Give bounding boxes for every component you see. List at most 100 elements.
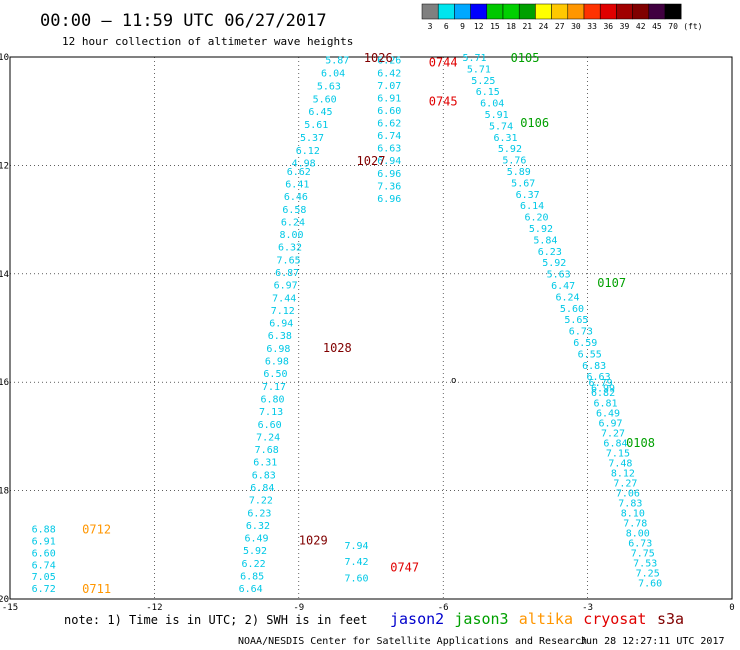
pass-time-label: 0711 xyxy=(82,582,111,596)
color-scale-swatch xyxy=(486,3,504,20)
wave-height-value: 6.60 xyxy=(32,548,56,559)
color-scale-label: 21 xyxy=(522,22,532,31)
color-scale-swatch xyxy=(616,3,633,20)
wave-height-value: 7.05 xyxy=(32,572,56,583)
wave-height-value: 6.45 xyxy=(308,107,332,118)
pass-time-label: 1026 xyxy=(364,51,393,65)
wave-height-value: 5.91 xyxy=(485,110,509,121)
center-marker: o xyxy=(451,376,456,386)
wave-height-value: 5.60 xyxy=(560,304,584,315)
plot-frame xyxy=(9,56,733,600)
wave-height-value: 7.60 xyxy=(638,579,662,590)
units-note: note: 1) Time is in UTC; 2) SWH is in fe… xyxy=(64,613,367,627)
wave-height-value: 6.23 xyxy=(538,247,562,258)
wave-height-value: 7.24 xyxy=(256,432,280,443)
wave-height-value: 6.60 xyxy=(377,106,401,117)
wave-height-value: 6.04 xyxy=(480,99,504,110)
wave-height-value: 6.49 xyxy=(244,534,268,545)
wave-height-value: 5.67 xyxy=(511,178,535,189)
color-scale-swatch xyxy=(502,3,520,20)
wave-height-value: 5.63 xyxy=(547,270,571,281)
wave-height-value: 5.76 xyxy=(502,156,526,167)
color-scale-label: 42 xyxy=(636,22,646,31)
wave-height-value: 5.84 xyxy=(533,235,557,246)
wave-height-value: 7.27 xyxy=(613,478,637,489)
wave-height-value: 6.91 xyxy=(32,536,56,547)
wave-height-value: 6.80 xyxy=(260,394,284,405)
wave-height-value: 6.47 xyxy=(551,281,575,292)
wave-height-value: 6.04 xyxy=(321,69,345,80)
wave-height-value: 7.42 xyxy=(345,557,369,568)
wave-height-value: 5.92 xyxy=(243,546,267,557)
color-scale-label: 30 xyxy=(571,22,581,31)
pass-time-label: 0107 xyxy=(597,276,626,290)
color-scale-label: 18 xyxy=(506,22,516,31)
wave-height-value: 6.83 xyxy=(252,470,276,481)
wave-height-value: 7.65 xyxy=(277,255,301,266)
wave-height-value: 6.98 xyxy=(265,357,289,368)
pass-time-labels: 1026 0744 0105 0745 0106 1027 0107 1028 0108 1029… xyxy=(82,51,655,596)
wave-height-value: 6.58 xyxy=(282,205,306,216)
color-scale-label: 39 xyxy=(620,22,630,31)
wave-height-value: 6.72 xyxy=(32,584,56,595)
wave-height-value: 6.85 xyxy=(240,572,264,583)
wave-height-value: 7.17 xyxy=(262,382,286,393)
wave-height-value: 5.92 xyxy=(542,258,566,269)
wave-height-value: 7.25 xyxy=(636,569,660,580)
wave-height-value: 6.55 xyxy=(578,349,602,360)
wave-height-value: 6.91 xyxy=(377,93,401,104)
y-tick-label: -16 xyxy=(0,378,9,388)
wave-height-value: 7.12 xyxy=(271,306,295,317)
color-scale-swatch xyxy=(567,3,585,20)
pass-time-label: 0105 xyxy=(511,51,540,65)
wave-height-value: 7.06 xyxy=(616,488,640,499)
wave-height-value: 6.84 xyxy=(250,483,274,494)
color-scale-swatch xyxy=(599,3,617,20)
wave-height-value: 5.61 xyxy=(304,120,328,131)
footer-credit: NOAA/NESDIS Center for Satellite Applica… xyxy=(238,636,587,647)
wave-height-value: 6.37 xyxy=(516,190,540,201)
color-scale-label: 12 xyxy=(474,22,484,31)
wave-height-value: 5.92 xyxy=(529,224,553,235)
wave-height-value: 6.32 xyxy=(246,521,270,532)
color-scale-swatch xyxy=(583,3,601,20)
wave-height-value: 6.96 xyxy=(377,169,401,180)
wave-height-value: 6.73 xyxy=(569,327,593,338)
wave-height-value: 8.12 xyxy=(611,468,635,479)
color-scale-unit: (ft) xyxy=(683,22,702,31)
wave-height-value: 6.87 xyxy=(275,268,299,279)
wave-height-value: 6.83 xyxy=(582,361,606,372)
wave-height-value: 6.81 xyxy=(594,398,618,409)
color-scale-swatch xyxy=(648,3,666,20)
wave-height-value: 5.71 xyxy=(462,53,486,64)
wave-height-value: 7.68 xyxy=(255,445,279,456)
wave-height-value: 8.10 xyxy=(621,509,645,520)
wave-height-value: 6.74 xyxy=(377,131,401,142)
wave-height-value: 5.63 xyxy=(317,81,341,92)
pass-time-label: 0712 xyxy=(82,523,111,537)
color-scale-label: 45 xyxy=(652,22,662,31)
wave-height-value: 6.46 xyxy=(284,192,308,203)
wave-height-value: 6.42 xyxy=(377,68,401,79)
x-tick-label: -15 xyxy=(2,603,18,613)
color-scale-swatch xyxy=(518,3,536,20)
wave-height-value: 6.82 xyxy=(591,388,615,399)
wave-height-value: 5.65 xyxy=(564,315,588,326)
wave-height-value: 7.48 xyxy=(608,458,632,469)
wave-height-value: 6.97 xyxy=(598,418,622,429)
wave-height-value: 6.12 xyxy=(296,146,320,157)
pass-time-label: 1028 xyxy=(323,341,352,355)
wave-height-value: 7.36 xyxy=(377,181,401,192)
axis-tick-labels: -15 -12 -9 -6 -3 0 -10 -12 -14 -16 -18 -20 xyxy=(0,53,735,613)
wave-height-value: 8.00 xyxy=(279,230,303,241)
legend-item-cryosat: cryosat xyxy=(583,610,646,628)
x-tick-label: -9 xyxy=(293,603,304,613)
color-scale-swatch xyxy=(437,3,455,20)
y-tick-label: -12 xyxy=(0,161,9,171)
wave-height-value: 7.27 xyxy=(601,428,625,439)
legend-item-altika: altika xyxy=(519,610,573,628)
footer-timestamp: Jun 28 12:27:11 UTC 2017 xyxy=(580,636,725,647)
legend-item-jason2: jason2 xyxy=(390,610,444,628)
wave-height-value: 5.87 xyxy=(325,56,349,67)
